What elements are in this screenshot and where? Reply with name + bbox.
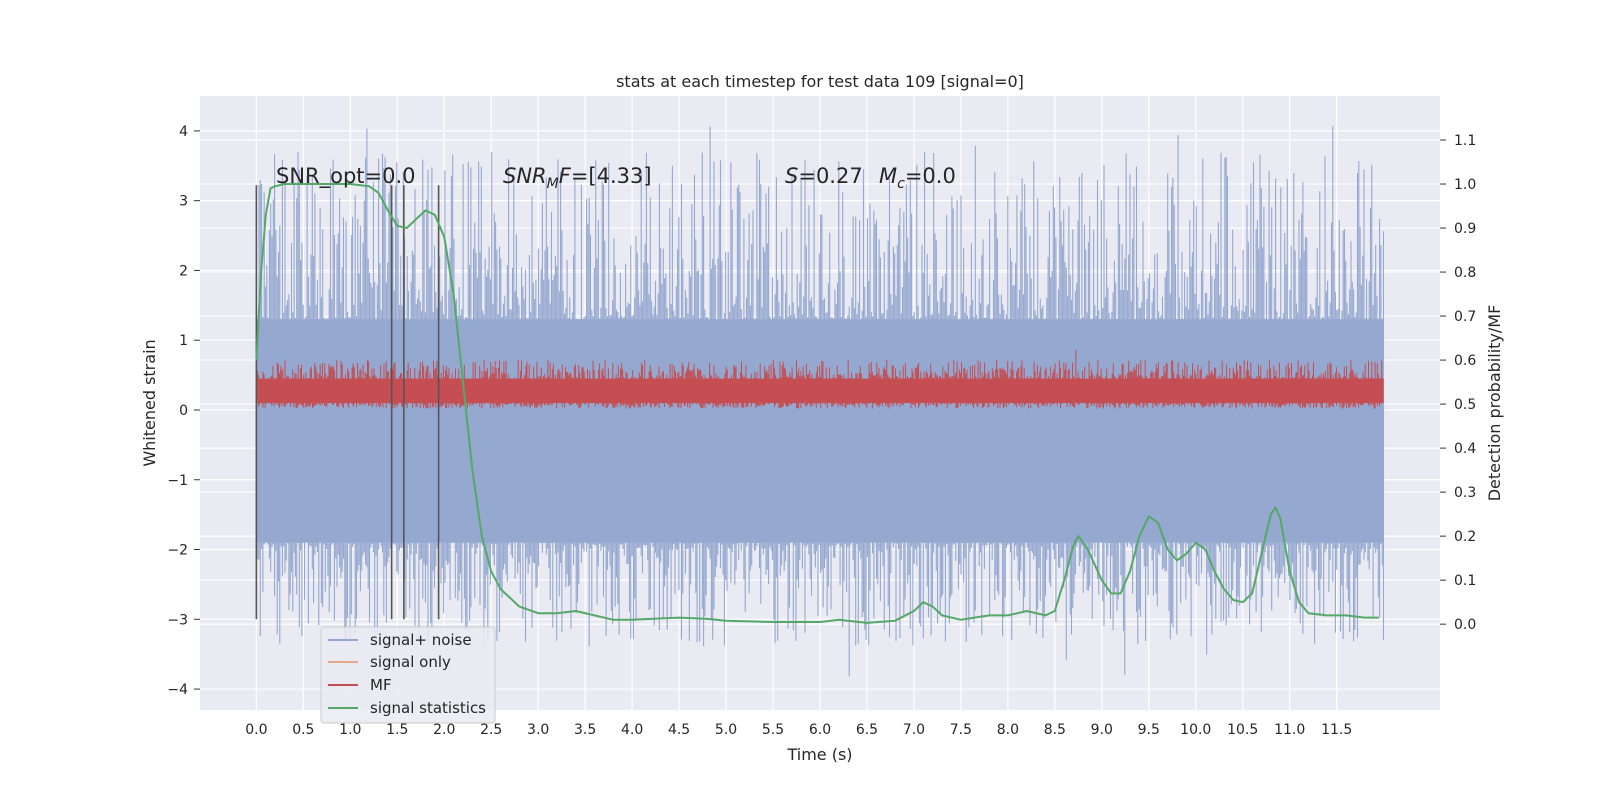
x-tick-label: 6.5: [856, 722, 878, 738]
y-tick-label: −4: [167, 682, 188, 698]
x-tick-label: 5.5: [762, 722, 784, 738]
y-tick-label: 1: [179, 333, 188, 349]
series-signal-noise: [255, 125, 1385, 677]
y-right-tick-label: 0.9: [1454, 221, 1476, 237]
y-tick-label: 3: [179, 194, 188, 210]
x-tick-label: 0.5: [292, 722, 314, 738]
legend-label-signal-statistics: signal statistics: [370, 699, 486, 717]
x-tick-label: 1.5: [386, 722, 408, 738]
x-tick-label: 4.0: [621, 722, 643, 738]
x-tick-label: 3.5: [574, 722, 596, 738]
y-right-tick-label: 0.6: [1454, 353, 1476, 369]
annotation-snr-opt: SNR_opt=0.0: [276, 164, 416, 189]
s-value: =0.27: [798, 164, 862, 188]
y-right-tick-label: 0.3: [1454, 485, 1476, 501]
mc-var: M: [879, 164, 897, 188]
y-right-tick-label: 0.0: [1454, 617, 1476, 633]
y-right-tick-label: 1.1: [1454, 133, 1476, 149]
x-tick-label: 6.0: [809, 722, 831, 738]
chart-title: stats at each timestep for test data 109…: [616, 72, 1024, 91]
x-tick-label: 2.5: [480, 722, 502, 738]
x-tick-label: 10.0: [1180, 722, 1211, 738]
legend: signal+ noise signal only MF signal stat…: [320, 626, 496, 724]
x-tick-label: 1.0: [339, 722, 361, 738]
y-right-tick-label: 0.1: [1454, 573, 1476, 589]
s-var: S: [785, 164, 798, 188]
x-tick-label: 2.0: [433, 722, 455, 738]
y-right-tick-label: 0.8: [1454, 265, 1476, 281]
snr-mf-value: =[4.33]: [571, 164, 652, 188]
x-tick-label: 4.5: [668, 722, 690, 738]
annotation-mc: Mc=0.0: [879, 164, 956, 192]
series-signal-statistics: [255, 183, 1379, 624]
x-axis-label: Time (s): [786, 745, 852, 764]
y-right-tick-label: 1.0: [1454, 177, 1476, 193]
x-tick-label: 5.0: [715, 722, 737, 738]
y-right-tick-label: 0.4: [1454, 441, 1476, 457]
legend-label-mf: MF: [370, 676, 392, 694]
y-axis-label: Whitened strain: [140, 339, 159, 466]
annotation-snr-mf: SNRMF=[4.33]: [503, 164, 652, 192]
mc-sub: c: [897, 176, 905, 192]
y-tick-label: −1: [167, 473, 188, 489]
x-tick-label: 8.0: [997, 722, 1019, 738]
vertical-markers: [255, 185, 440, 620]
x-tick-label: 9.0: [1091, 722, 1113, 738]
y-right-tick-label: 0.7: [1454, 309, 1476, 325]
y-right-tick-label: 0.5: [1454, 397, 1476, 413]
y-tick-label: 2: [179, 263, 188, 279]
y-tick-label: 0: [179, 403, 188, 419]
y-right-axis-label: Detection probability/MF: [1485, 305, 1504, 502]
x-tick-label: 8.5: [1044, 722, 1066, 738]
legend-box: [320, 626, 496, 724]
y-tick-label: −2: [167, 543, 188, 559]
y-tick-label: 4: [179, 124, 188, 140]
signal-statistics-line: [255, 183, 1379, 624]
snr-mf-var: SNR: [503, 164, 547, 188]
y-tick-label: −3: [167, 612, 188, 628]
x-tick-label: 9.5: [1138, 722, 1160, 738]
x-tick-label: 10.5: [1227, 722, 1258, 738]
x-tick-label: 7.5: [950, 722, 972, 738]
y-right-tick-label: 0.2: [1454, 529, 1476, 545]
series-mf: [255, 350, 1384, 409]
mc-value: =0.0: [905, 164, 956, 188]
x-tick-label: 0.0: [245, 722, 267, 738]
snr-mf-sub: M: [547, 176, 559, 192]
annotation-s: S=0.27: [785, 164, 863, 188]
legend-label-signal-noise: signal+ noise: [370, 631, 472, 649]
x-tick-label: 11.0: [1274, 722, 1305, 738]
tick-labels: 0.0 0.5 1.0 1.5 2.0 2.5 3.0 3.5 4.0 4.5 5.0 5.5 6.0 6…: [167, 124, 1476, 738]
x-tick-label: 11.5: [1321, 722, 1352, 738]
snr-mf-var2: F: [559, 164, 572, 188]
x-tick-label: 7.0: [903, 722, 925, 738]
legend-label-signal-only: signal only: [370, 653, 451, 671]
x-tick-label: 3.0: [527, 722, 549, 738]
